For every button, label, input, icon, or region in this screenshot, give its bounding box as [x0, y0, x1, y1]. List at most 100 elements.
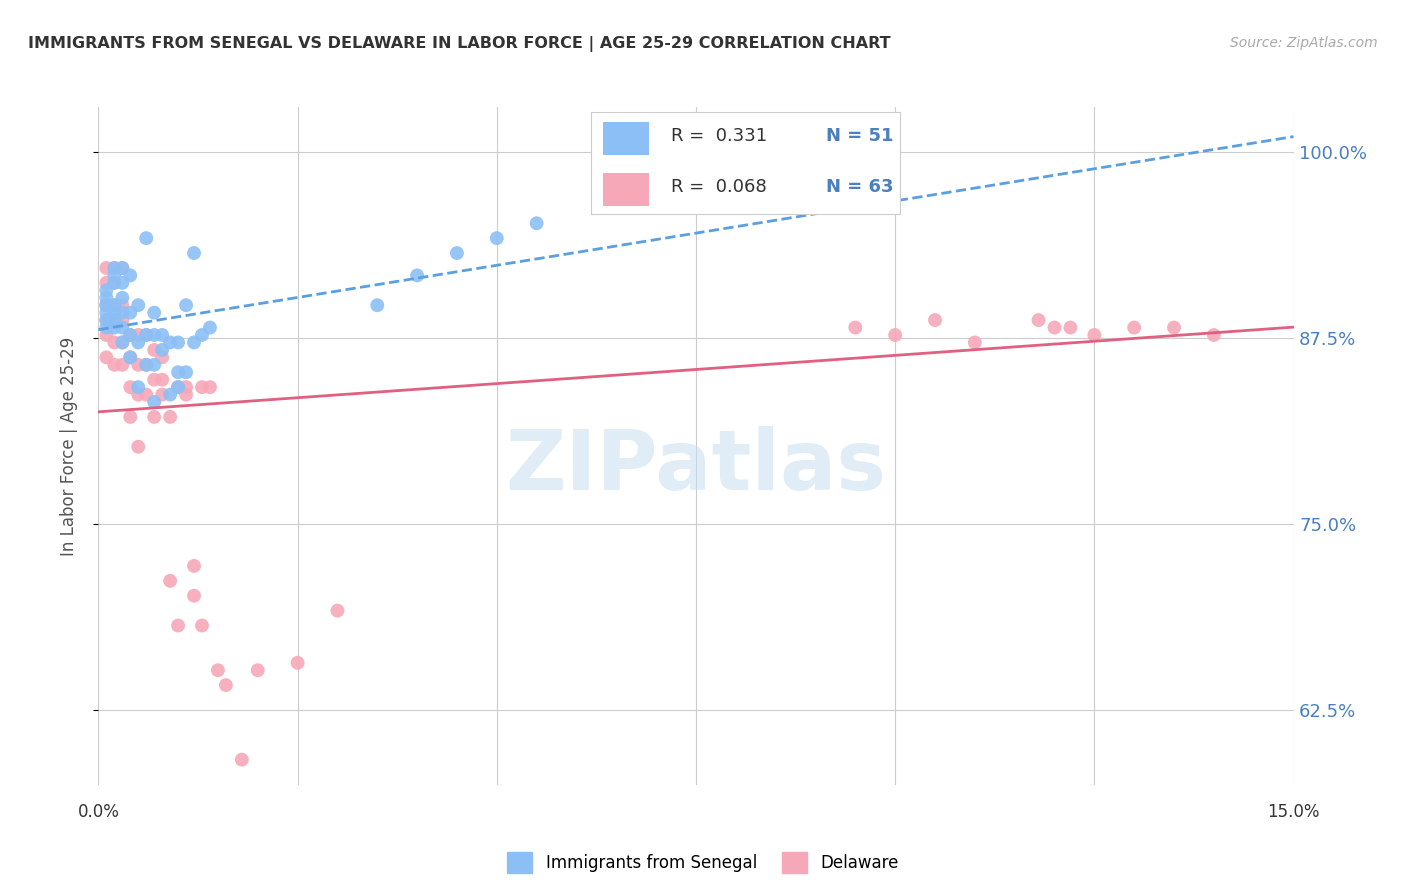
Point	[120, 328, 142, 343]
Point	[127, 440, 149, 454]
Point	[103, 306, 125, 320]
Point	[127, 298, 149, 312]
Point	[174, 365, 197, 379]
Point	[135, 328, 157, 343]
Bar	[603, 173, 650, 206]
Point	[127, 380, 149, 394]
Point	[150, 343, 173, 357]
Point	[120, 268, 142, 283]
Point	[135, 231, 157, 245]
Point	[111, 260, 134, 275]
Point	[844, 320, 866, 334]
Point	[924, 313, 946, 327]
Point	[150, 351, 173, 365]
Point	[150, 373, 173, 387]
Point	[167, 365, 190, 379]
Point	[103, 260, 125, 275]
Point	[111, 335, 134, 350]
Point	[120, 306, 142, 320]
Point	[159, 387, 181, 401]
Point	[96, 260, 118, 275]
Point	[174, 298, 197, 312]
Point	[183, 246, 205, 260]
Point	[191, 328, 214, 343]
Point	[111, 306, 134, 320]
Point	[326, 604, 349, 618]
Point	[96, 313, 118, 327]
Point	[485, 231, 508, 245]
Point	[120, 351, 142, 365]
Point	[96, 320, 118, 334]
Point	[246, 663, 269, 677]
Point	[111, 291, 134, 305]
Text: N = 63: N = 63	[825, 178, 893, 196]
Text: N = 51: N = 51	[825, 128, 893, 145]
Point	[143, 409, 166, 424]
Point	[150, 387, 173, 401]
Text: R =  0.331: R = 0.331	[671, 128, 768, 145]
Point	[174, 387, 197, 401]
Point	[1043, 320, 1066, 334]
Point	[207, 663, 229, 677]
Point	[183, 558, 205, 573]
Point	[1163, 320, 1185, 334]
Point	[103, 335, 125, 350]
Point	[111, 358, 134, 372]
Point	[96, 283, 118, 297]
Point	[143, 395, 166, 409]
Point	[167, 335, 190, 350]
Point	[198, 380, 221, 394]
Text: 15.0%: 15.0%	[1267, 803, 1320, 821]
Point	[96, 298, 118, 312]
Text: IMMIGRANTS FROM SENEGAL VS DELAWARE IN LABOR FORCE | AGE 25-29 CORRELATION CHART: IMMIGRANTS FROM SENEGAL VS DELAWARE IN L…	[28, 36, 891, 52]
Point	[183, 589, 205, 603]
Point	[135, 358, 157, 372]
Point	[111, 260, 134, 275]
Point	[111, 298, 134, 312]
Point	[1028, 313, 1050, 327]
Point	[103, 358, 125, 372]
Point	[446, 246, 468, 260]
Point	[103, 298, 125, 312]
Point	[174, 380, 197, 394]
Point	[884, 328, 907, 343]
Point	[167, 380, 190, 394]
Point	[111, 313, 134, 327]
Point	[103, 276, 125, 290]
Point	[111, 335, 134, 350]
Point	[159, 335, 181, 350]
Point	[1123, 320, 1146, 334]
Point	[96, 328, 118, 343]
Point	[103, 313, 125, 327]
Point	[765, 142, 787, 156]
Legend: Immigrants from Senegal, Delaware: Immigrants from Senegal, Delaware	[501, 846, 905, 880]
Point	[127, 387, 149, 401]
Point	[103, 276, 125, 290]
Point	[135, 387, 157, 401]
Text: R =  0.068: R = 0.068	[671, 178, 766, 196]
Point	[103, 320, 125, 334]
Text: ZIPatlas: ZIPatlas	[506, 425, 886, 507]
Point	[103, 298, 125, 312]
Text: 0.0%: 0.0%	[77, 803, 120, 821]
Point	[143, 358, 166, 372]
Point	[167, 380, 190, 394]
Point	[287, 656, 309, 670]
Bar	[603, 122, 650, 154]
Point	[191, 618, 214, 632]
Point	[111, 276, 134, 290]
Point	[159, 574, 181, 588]
Point	[96, 313, 118, 327]
Point	[143, 306, 166, 320]
Point	[96, 276, 118, 290]
Point	[127, 358, 149, 372]
Point	[120, 409, 142, 424]
Point	[143, 373, 166, 387]
Point	[96, 298, 118, 312]
Point	[198, 320, 221, 334]
Point	[183, 335, 205, 350]
Point	[111, 320, 134, 334]
Point	[103, 313, 125, 327]
Point	[135, 328, 157, 343]
Point	[1059, 320, 1081, 334]
